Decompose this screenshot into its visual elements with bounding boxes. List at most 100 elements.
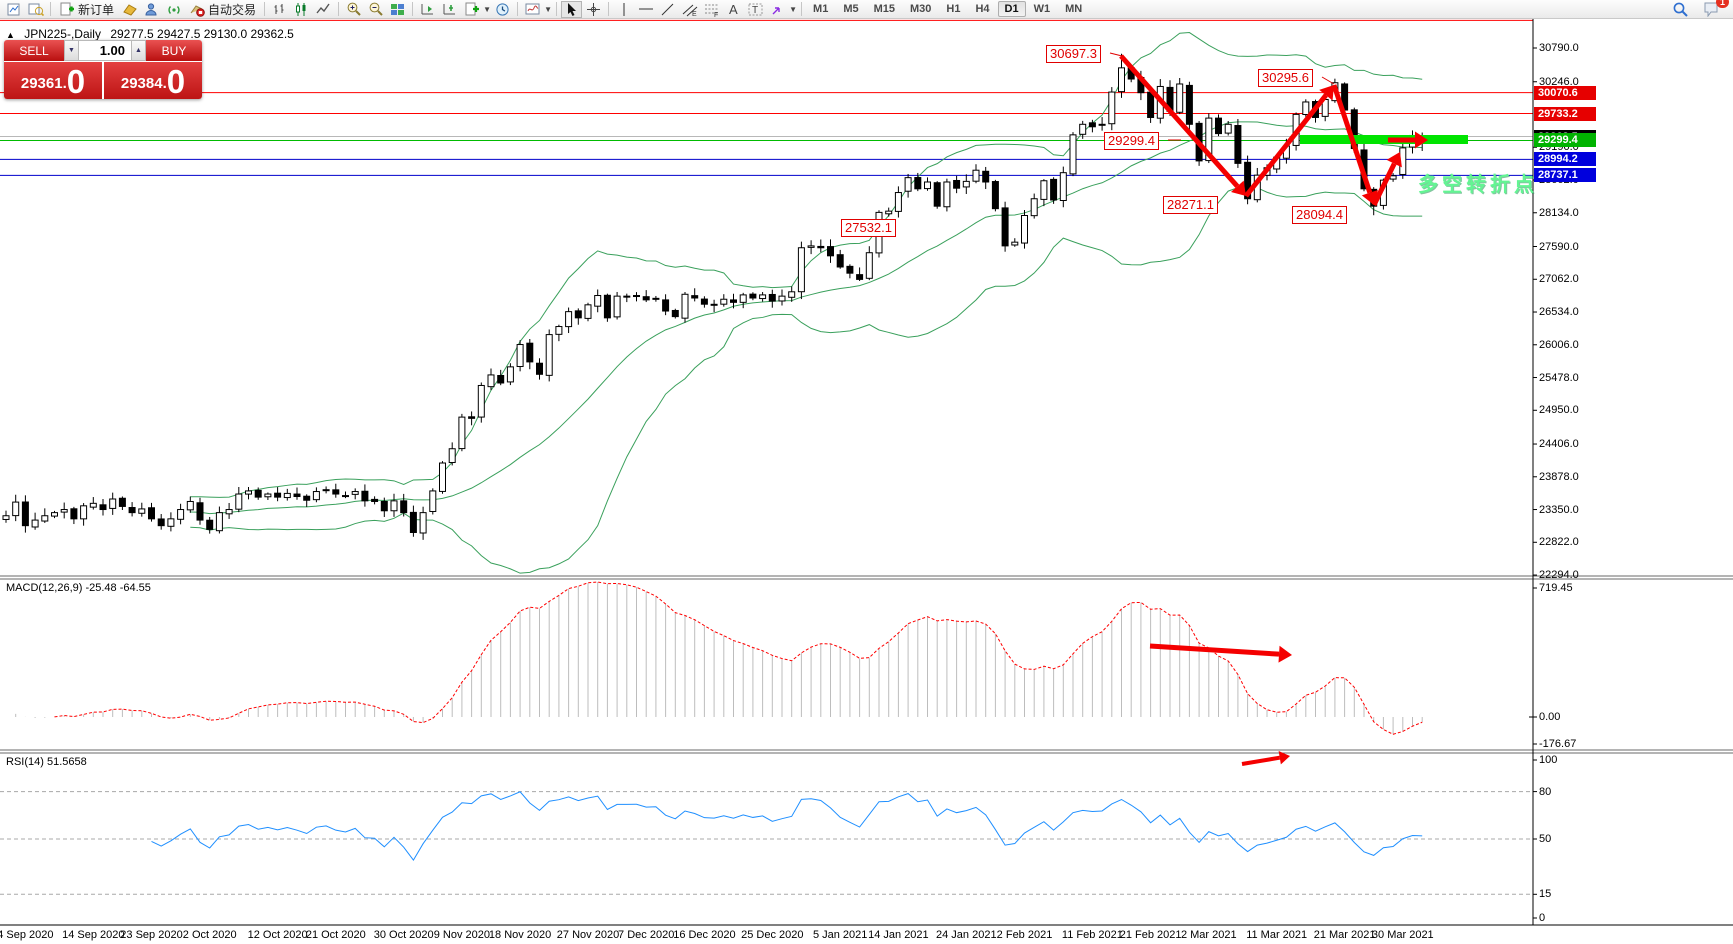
price-tick-label: 22294.0 — [1539, 569, 1579, 582]
arrows-dropdown-caret[interactable]: ▼ — [789, 4, 797, 14]
search-icon[interactable] — [1670, 1, 1691, 18]
buy-button[interactable]: BUY — [146, 40, 202, 61]
annotation-price-label[interactable]: 27532.1 — [841, 219, 896, 237]
text-button[interactable]: A — [723, 1, 744, 18]
date-label: 21 Feb 2021 — [1119, 929, 1182, 941]
sell-button[interactable]: SELL — [4, 40, 64, 61]
price-tick-label: 100 — [1539, 754, 1558, 766]
templates-button[interactable] — [461, 1, 482, 18]
vertical-line-button[interactable] — [613, 1, 634, 18]
indicators-dropdown-caret[interactable]: ▼ — [544, 4, 552, 14]
svg-text:E: E — [692, 11, 697, 17]
date-label: 4 Sep 2020 — [0, 929, 54, 941]
date-label: 30 Mar 2021 — [1371, 929, 1434, 941]
svg-text:A: A — [729, 2, 738, 16]
date-label: 11 Feb 2021 — [1061, 929, 1123, 941]
chart-shift-button[interactable] — [439, 1, 460, 18]
new-order-icon — [59, 1, 75, 18]
sell-price-big-digit: 0 — [66, 63, 86, 99]
signals-button[interactable] — [163, 1, 184, 18]
cursor-button[interactable] — [561, 0, 583, 18]
timeframe-w1-button[interactable]: W1 — [1033, 3, 1051, 15]
new-chart-button[interactable] — [3, 1, 24, 18]
date-label: 7 Dec 2020 — [618, 929, 675, 941]
price-tick-label: 24406.0 — [1539, 438, 1579, 451]
navigator-button[interactable] — [141, 1, 162, 18]
chart-symbol-period: JPN225-,Daily — [24, 27, 101, 41]
turning-point-text[interactable]: 多空转折点 — [1418, 174, 1538, 196]
sell-price-dot: . — [62, 75, 67, 92]
annotation-price-label[interactable]: 28094.4 — [1292, 206, 1347, 224]
zoom-out-button[interactable] — [365, 1, 386, 18]
macd-label: MACD(12,26,9) -25.48 -64.55 — [6, 582, 151, 594]
fibonacci-button[interactable]: F — [701, 1, 722, 18]
timeframe-h1-button[interactable]: H1 — [946, 3, 961, 15]
notifications-chat-icon[interactable]: 1 — [1701, 0, 1729, 18]
autotrade-label: 自动交易 — [208, 2, 257, 17]
volume-decrease-button[interactable]: ▼ — [64, 40, 79, 61]
autotrade-button[interactable]: 自动交易 — [185, 1, 260, 18]
timeframe-toolbar: M1 M5 M15 M30 H1 H4 D1 W1 MN — [806, 1, 1089, 17]
profiles-button[interactable] — [25, 1, 46, 18]
crosshair-button[interactable] — [583, 1, 604, 18]
equidistant-channel-button[interactable]: E — [679, 1, 700, 18]
price-tick-label: 15 — [1539, 888, 1552, 901]
timeframe-m1-button[interactable]: M1 — [813, 3, 829, 15]
price-tick-label: 22822.0 — [1539, 536, 1579, 549]
annotation-price-label[interactable]: 28271.1 — [1163, 196, 1218, 214]
annotation-price-label[interactable]: 30697.3 — [1046, 45, 1101, 63]
templates-dropdown-caret[interactable]: ▼ — [483, 4, 491, 14]
date-label: 23 Sep 2020 — [120, 929, 183, 941]
auto-scroll-button[interactable] — [417, 1, 438, 18]
line-chart-button[interactable] — [313, 1, 334, 18]
price-tick-label: 25478.0 — [1539, 371, 1579, 384]
candlestick-chart-button[interactable] — [291, 1, 312, 18]
marketwatch-button[interactable] — [119, 1, 140, 18]
annotation-price-label[interactable]: 30295.6 — [1258, 69, 1313, 87]
date-label: 14 Jan 2021 — [868, 929, 929, 941]
date-label: 5 Jan 2021 — [812, 929, 868, 941]
text-label-button[interactable]: T — [745, 1, 766, 18]
price-tag: 29733.2 — [1534, 106, 1596, 121]
price-tick-label: 24950.0 — [1539, 404, 1579, 417]
volume-input[interactable]: 1.00 — [79, 40, 131, 61]
date-label: 2 Mar 2021 — [1180, 929, 1237, 941]
timeframe-mn-button[interactable]: MN — [1065, 3, 1083, 15]
timeframe-m5-button[interactable]: M5 — [843, 3, 859, 15]
horizontal-line-button[interactable] — [635, 1, 656, 18]
sell-price[interactable]: 29361 . 0 — [4, 62, 102, 99]
price-tag: 30070.6 — [1534, 85, 1596, 100]
timeframe-m30-button[interactable]: M30 — [910, 3, 932, 15]
price-tick-label: -176.67 — [1539, 738, 1577, 750]
trendline-button[interactable] — [657, 1, 678, 18]
zoom-in-button[interactable] — [343, 1, 364, 18]
timeframe-d1-button[interactable]: D1 — [997, 1, 1026, 17]
date-label: 2 Feb 2021 — [996, 929, 1053, 941]
buy-price[interactable]: 29384 . 0 — [102, 62, 202, 99]
toolbar-separator — [801, 2, 803, 16]
bar-chart-button[interactable] — [269, 1, 290, 18]
annotation-price-label[interactable]: 29299.4 — [1104, 132, 1159, 150]
buy-price-main: 29384 — [120, 75, 163, 92]
notification-badge: 1 — [1715, 0, 1729, 8]
price-tick-label: 27590.0 — [1539, 240, 1579, 253]
volume-increase-button[interactable]: ▲ — [131, 40, 146, 61]
price-tag: 28737.1 — [1534, 168, 1596, 183]
symbol-collapse-icon[interactable]: ▲ — [6, 30, 15, 40]
date-label: 27 Nov 2020 — [556, 929, 620, 941]
toolbar-separator — [338, 2, 340, 16]
tile-windows-button[interactable] — [387, 1, 408, 18]
arrows-button[interactable] — [767, 1, 788, 18]
autotrade-icon — [189, 1, 205, 18]
price-tick-label: 28134.0 — [1539, 206, 1579, 219]
new-order-button[interactable]: 新订单 — [55, 1, 118, 18]
toolbar-separator — [608, 2, 610, 16]
indicators-button[interactable] — [522, 1, 543, 18]
toolbar-separator — [50, 2, 51, 16]
price-tick-label: 50 — [1539, 833, 1552, 845]
timeframe-h4-button[interactable]: H4 — [975, 3, 990, 15]
period-clock-button[interactable] — [492, 1, 513, 18]
timeframe-m15-button[interactable]: M15 — [873, 3, 895, 15]
